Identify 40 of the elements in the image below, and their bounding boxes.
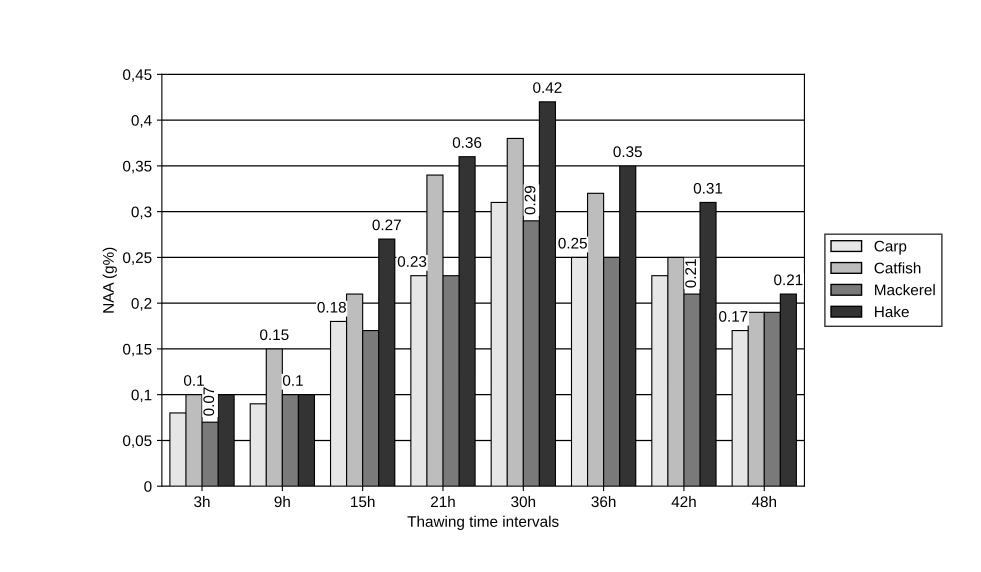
y-tick-label: 0,15	[123, 344, 152, 356]
data-label: 0.36	[452, 137, 482, 148]
data-label: 0.29	[524, 186, 536, 214]
legend-label: Carp	[874, 240, 906, 255]
legend-label: Hake	[875, 306, 909, 318]
data-label: 0.25	[558, 238, 587, 249]
data-label: 0.27	[372, 219, 401, 230]
x-tick-label: 3h	[194, 496, 210, 508]
data-label: 0.17	[719, 311, 748, 322]
y-tick-label: 0,4	[132, 114, 152, 128]
y-tick-label: 0,35	[123, 160, 152, 174]
x-tick-label: 9h	[274, 496, 290, 508]
data-label: 0.07	[203, 387, 214, 416]
x-tick-label: 21h	[431, 496, 455, 507]
data-label: 0.1	[282, 375, 303, 386]
data-label: 0.42	[533, 82, 562, 94]
y-tick-label: 0,2	[132, 298, 152, 311]
y-tick-label: 0,05	[123, 435, 152, 448]
data-label: 0.1	[184, 375, 204, 386]
y-tick-label: 0,45	[123, 69, 152, 82]
data-label: 0.31	[694, 182, 722, 194]
data-label: 0.15	[260, 329, 289, 340]
x-tick-label: 48h	[752, 496, 776, 508]
data-label: 0.21	[685, 259, 696, 288]
data-label: 0.35	[613, 146, 642, 158]
data-label: 0.23	[398, 256, 426, 267]
x-axis-title: Thawing time intervals	[407, 516, 559, 530]
y-tick-label: 0,1	[132, 390, 152, 402]
x-tick-label: 36h	[591, 496, 616, 508]
x-tick-label: 30h	[511, 496, 536, 508]
data-label: 0.18	[317, 302, 346, 313]
y-tick-label: 0	[144, 481, 152, 492]
x-tick-label: 15h	[351, 496, 374, 508]
legend-label: Mackerel	[875, 284, 935, 296]
legend-label: Catfish	[874, 262, 920, 274]
x-tick-label: 42h	[672, 496, 696, 507]
y-tick-label: 0,25	[123, 252, 152, 265]
data-label: 0.21	[774, 274, 802, 286]
y-tick-label: 0,3	[132, 206, 152, 220]
y-axis-title: NAA (g%)	[102, 248, 117, 313]
